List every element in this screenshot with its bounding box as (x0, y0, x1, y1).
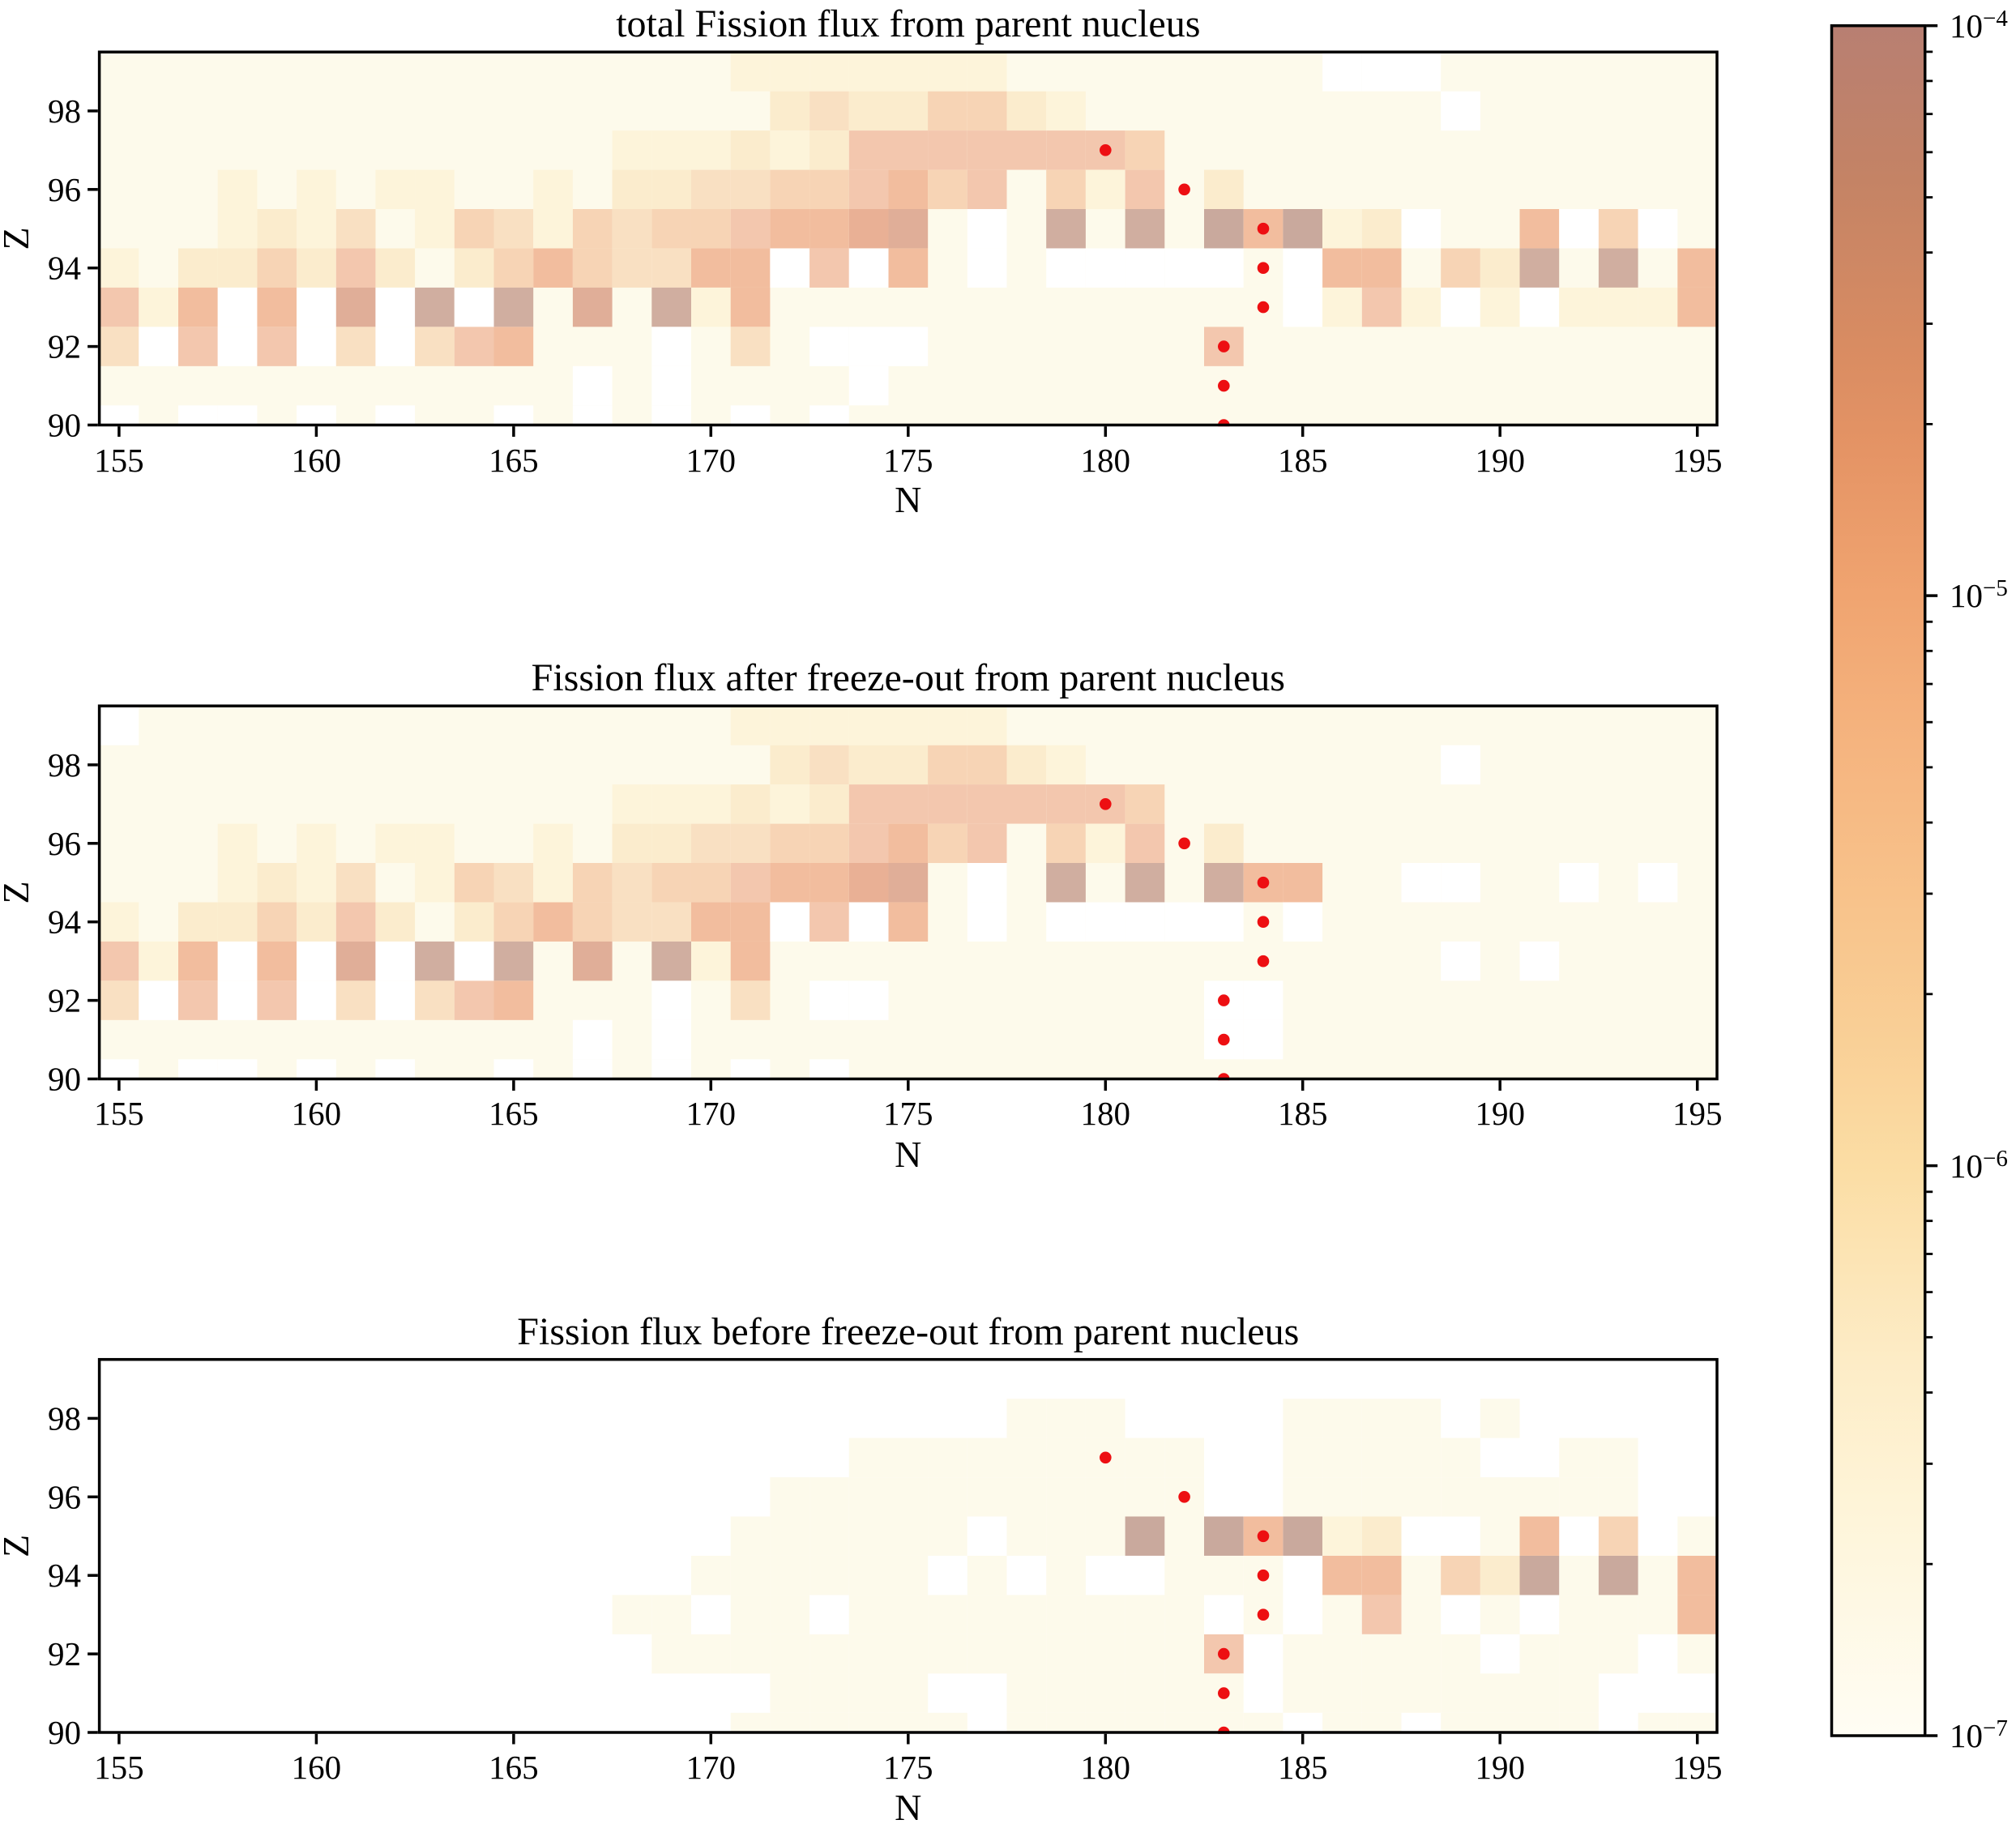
svg-text:94: 94 (48, 1557, 81, 1594)
svg-text:Fission flux before freeze-out: Fission flux before freeze-out from pare… (517, 1310, 1299, 1353)
svg-text:94: 94 (48, 903, 81, 941)
svg-text:190: 190 (1475, 442, 1525, 479)
svg-text:96: 96 (48, 825, 81, 862)
svg-text:195: 195 (1672, 1095, 1723, 1132)
svg-text:170: 170 (686, 1095, 737, 1132)
svg-text:175: 175 (883, 1095, 933, 1132)
svg-text:165: 165 (489, 1749, 539, 1786)
svg-text:190: 190 (1475, 1749, 1525, 1786)
svg-text:96: 96 (48, 171, 81, 208)
svg-text:170: 170 (686, 1749, 737, 1786)
svg-text:N: N (895, 1134, 921, 1175)
svg-text:190: 190 (1475, 1095, 1525, 1132)
svg-text:185: 185 (1278, 1095, 1328, 1132)
svg-text:10−5: 10−5 (1950, 575, 2008, 614)
svg-text:Fission flux after freeze-out: Fission flux after freeze-out from paren… (532, 656, 1285, 699)
svg-text:180: 180 (1081, 442, 1131, 479)
svg-text:185: 185 (1278, 442, 1328, 479)
svg-text:185: 185 (1278, 1749, 1328, 1786)
svg-text:170: 170 (686, 442, 737, 479)
svg-text:10−6: 10−6 (1950, 1146, 2008, 1185)
svg-text:195: 195 (1672, 1749, 1723, 1786)
svg-text:92: 92 (48, 1635, 81, 1672)
svg-text:90: 90 (48, 1061, 81, 1098)
svg-text:N: N (895, 1787, 921, 1824)
svg-text:165: 165 (489, 1095, 539, 1132)
svg-text:92: 92 (48, 328, 81, 365)
svg-text:160: 160 (292, 442, 342, 479)
svg-text:155: 155 (94, 442, 144, 479)
svg-text:165: 165 (489, 442, 539, 479)
svg-text:98: 98 (48, 1399, 81, 1437)
svg-text:195: 195 (1672, 442, 1723, 479)
svg-text:160: 160 (292, 1095, 342, 1132)
svg-text:Z: Z (0, 227, 36, 250)
svg-text:96: 96 (48, 1478, 81, 1515)
svg-text:Z: Z (0, 881, 36, 903)
svg-text:175: 175 (883, 1749, 933, 1786)
svg-text:180: 180 (1081, 1749, 1131, 1786)
svg-text:180: 180 (1081, 1095, 1131, 1132)
svg-text:160: 160 (292, 1749, 342, 1786)
svg-text:155: 155 (94, 1749, 144, 1786)
svg-text:90: 90 (48, 1714, 81, 1751)
svg-text:N: N (895, 479, 921, 520)
svg-text:94: 94 (48, 250, 81, 287)
svg-text:92: 92 (48, 982, 81, 1019)
svg-text:155: 155 (94, 1095, 144, 1132)
svg-text:Z: Z (0, 1535, 36, 1557)
svg-text:90: 90 (48, 407, 81, 444)
svg-text:98: 98 (48, 746, 81, 784)
svg-text:98: 98 (48, 92, 81, 130)
svg-text:total Fission flux from parent: total Fission flux from parent nucleus (616, 2, 1200, 45)
svg-text:175: 175 (883, 442, 933, 479)
